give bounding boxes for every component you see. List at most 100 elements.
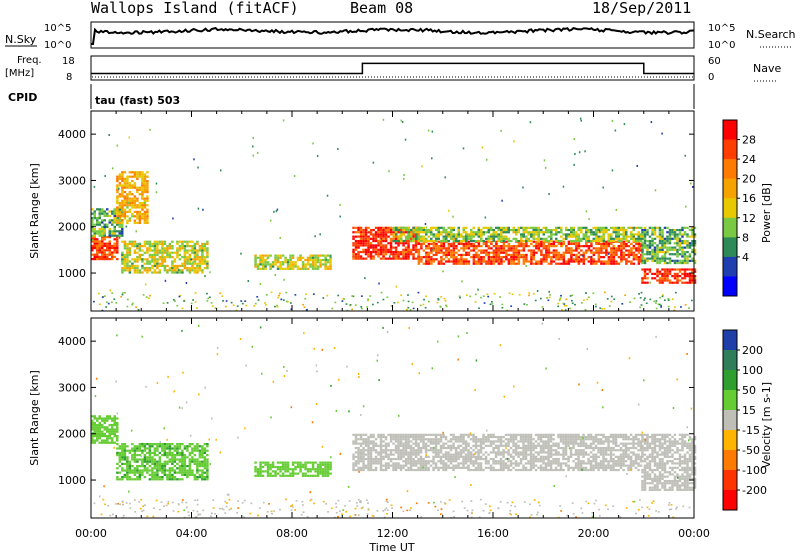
power-cell bbox=[422, 226, 425, 229]
power-cell bbox=[193, 247, 197, 250]
power-cell bbox=[595, 262, 598, 265]
velocity-cell bbox=[507, 444, 510, 447]
power-cell bbox=[113, 255, 116, 258]
velocity-cell bbox=[98, 421, 101, 425]
power-scatter-cell bbox=[615, 208, 618, 211]
power-cell bbox=[465, 247, 468, 250]
power-cell bbox=[369, 250, 373, 254]
power-cell bbox=[597, 239, 600, 243]
velocity-cell bbox=[186, 465, 189, 468]
velocity-cell bbox=[329, 465, 332, 469]
power-cell bbox=[186, 256, 189, 259]
velocity-cell bbox=[198, 445, 202, 448]
velocity-cell bbox=[399, 433, 403, 436]
velocity-cell bbox=[369, 451, 373, 454]
power-ground-cell bbox=[443, 297, 446, 300]
power-cell bbox=[617, 256, 621, 259]
velocity-cell bbox=[427, 468, 430, 472]
power-cell bbox=[143, 245, 147, 248]
velocity-cell bbox=[367, 446, 370, 450]
power-cell bbox=[407, 237, 410, 240]
power-cell bbox=[203, 262, 207, 265]
power-cell bbox=[545, 226, 548, 229]
power-cell bbox=[319, 265, 322, 268]
power-ground-cell bbox=[560, 309, 563, 311]
noise-left-tick-bottom: 10^0 bbox=[44, 40, 71, 51]
power-cell bbox=[143, 267, 147, 270]
power-cell bbox=[517, 258, 521, 261]
velocity-cell bbox=[91, 419, 94, 422]
velocity-cell bbox=[489, 433, 493, 436]
power-scatter-cell bbox=[421, 165, 423, 168]
velocity-cell bbox=[188, 469, 192, 472]
velocity-cell bbox=[96, 428, 99, 431]
power-cell bbox=[198, 256, 202, 259]
velocity-cell bbox=[178, 467, 182, 470]
power-cell bbox=[510, 262, 513, 265]
velocity-cell bbox=[266, 461, 270, 464]
velocity-cell bbox=[163, 471, 167, 474]
power-cell bbox=[118, 217, 122, 220]
velocity-cell bbox=[354, 464, 358, 467]
power-cell bbox=[562, 256, 566, 259]
power-cell bbox=[400, 235, 403, 238]
power-cell bbox=[678, 279, 682, 282]
velocity-cell bbox=[417, 449, 420, 452]
velocity-cell bbox=[163, 460, 167, 463]
power-cell bbox=[683, 275, 687, 278]
velocity-cell bbox=[457, 435, 460, 439]
power-ground-cell bbox=[546, 297, 548, 299]
power-cell bbox=[580, 245, 583, 248]
power-cell bbox=[520, 235, 523, 238]
velocity-cell bbox=[417, 453, 420, 456]
power-cell bbox=[457, 253, 461, 257]
power-cell bbox=[462, 258, 466, 261]
power-cell bbox=[206, 242, 209, 246]
power-cell bbox=[495, 260, 498, 263]
power-cell bbox=[133, 201, 137, 205]
velocity-cell bbox=[136, 465, 139, 468]
power-cell bbox=[602, 245, 606, 248]
power-cell bbox=[537, 233, 540, 236]
power-cell bbox=[289, 265, 292, 268]
power-cell bbox=[121, 179, 124, 183]
power-cell bbox=[467, 247, 471, 250]
power-cell bbox=[653, 237, 657, 240]
velocity-cell bbox=[429, 460, 433, 463]
power-scatter-cell bbox=[431, 248, 433, 251]
power-cell bbox=[191, 269, 194, 272]
power-cell bbox=[686, 244, 689, 247]
velocity-cell bbox=[151, 451, 154, 454]
power-cell bbox=[422, 239, 425, 243]
power-ground-cell bbox=[289, 302, 292, 304]
velocity-cell bbox=[394, 440, 398, 443]
power-cell bbox=[646, 259, 649, 262]
power-cell bbox=[362, 250, 365, 254]
power-cell bbox=[545, 249, 548, 252]
power-cell bbox=[512, 237, 515, 240]
velocity-cell bbox=[96, 432, 99, 436]
power-cell bbox=[622, 233, 625, 236]
power-cell bbox=[482, 249, 486, 252]
power-cell bbox=[93, 230, 96, 233]
power-cell bbox=[420, 235, 423, 238]
velocity-cell bbox=[439, 438, 443, 441]
velocity-cell bbox=[439, 440, 443, 443]
power-cell bbox=[490, 233, 493, 236]
power-cell bbox=[123, 177, 127, 180]
power-cell bbox=[299, 254, 302, 257]
power-cell bbox=[492, 251, 496, 254]
power-cell bbox=[329, 263, 332, 266]
power-cell bbox=[108, 234, 111, 237]
power-cell bbox=[151, 242, 154, 246]
velocity-cell bbox=[494, 435, 498, 439]
velocity-cell bbox=[387, 433, 390, 436]
power-cell bbox=[111, 247, 114, 250]
velocity-cell bbox=[111, 432, 114, 436]
power-cell bbox=[582, 237, 585, 240]
power-cell bbox=[437, 231, 440, 234]
velocity-cell bbox=[397, 440, 400, 443]
power-cell bbox=[432, 247, 436, 250]
velocity-cell bbox=[489, 435, 493, 439]
power-cell bbox=[143, 242, 147, 246]
